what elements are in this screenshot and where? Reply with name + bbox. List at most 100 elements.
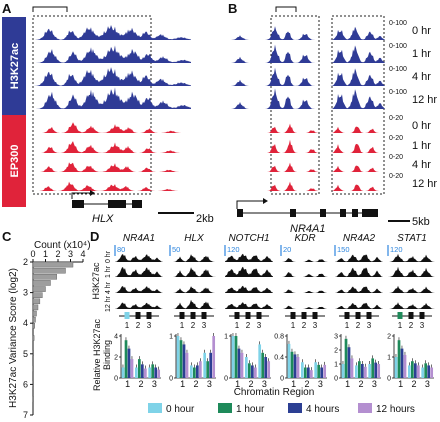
panel-c-bar [32,310,37,317]
panel-d-track-label: H3K27ac [91,262,101,300]
panel-d-region-label: 2 [356,321,361,330]
nr4a1-exon-2 [290,209,296,217]
panel-d-bar [355,365,358,378]
panel-d-bar [176,336,180,378]
panel-a-h3k27ac-track [31,87,191,109]
panel-d-region-label: 2 [136,321,141,330]
panel-d-bar-y-tick-label: 1 [224,334,228,341]
panel-d-bar [182,344,186,378]
panel-d-region-label: 2 [302,321,307,330]
panel-d-region-label: 2 [246,321,251,330]
panel-a-ep300-track [31,181,191,191]
panel-d-bar [245,357,248,378]
panel-d-h3k27ac-track [170,299,218,309]
panel-d-h3k27ac-track [225,266,273,277]
panel-d-bar [374,362,378,378]
panel-d-scale-value: 80 [117,245,125,254]
panel-d-h3k27ac-track [335,302,383,309]
hlx-exon-3 [132,200,142,208]
panel-d-bar [135,367,138,378]
panel-d-region-box [366,312,372,319]
panel-d-bar [403,354,407,378]
panel-d-region-label: 3 [202,321,207,330]
panel-c-bar [32,381,34,387]
panel-b-h3k27ac-track [230,44,385,63]
panel-d-bar-y-tick-label: 4 [114,334,118,341]
panel-d-h3k27ac-track [170,286,218,293]
panel-d-bar [234,336,238,378]
panel-c-x-tick-label: 1 [43,249,48,259]
panel-d-bar [424,363,428,378]
panel-d-bar [358,361,361,378]
panel-d-bar [121,367,125,378]
hlx-tss-arrowhead [90,190,95,196]
panel-d-bar [212,336,216,378]
panel-d-bar [310,370,313,378]
panel-b-dashed-box-2 [331,15,385,195]
panel-d-gene-name: NR4A2 [343,233,376,244]
hlx-exon-1 [72,200,84,208]
panel-d-region-box [124,312,130,319]
h3k27ac-label-box [2,17,26,115]
ep300-range-label: 0-20 [389,115,403,122]
panel-d-bar [368,364,372,378]
panel-d-scale-value: 120 [227,245,240,254]
panel-d-h3k27ac-track [281,258,329,262]
legend-label: 12 hours [376,404,415,415]
panel-d-region-label: 1 [180,321,185,330]
panel-d-h3k27ac-track [388,302,436,309]
panel-c-x-tick-label: 4 [80,249,85,259]
panel-d-bar-y-tick-label: 2 [114,355,118,362]
panel-d-bar [157,369,161,378]
legend-label: 4 hours [306,404,339,415]
panel-d-bar [258,344,262,378]
panel-d-bar-y-tick-label: 3 [334,334,338,341]
panel-d-bar [203,352,207,378]
panel-d-bar-x-tick-label: 3 [372,379,377,389]
panel-d-h3k27ac-track [281,289,329,293]
panel-c-bar [32,316,36,323]
panel-d-region-label: 1 [345,321,350,330]
panel-d-bar-x-tick-label: 1 [398,379,403,389]
panel-d-h3k27ac-track [115,267,163,277]
panel-d-bar [199,361,202,378]
panel-d-bar-x-tick-label: 3 [207,379,212,389]
panel-b-bracket [275,6,297,12]
panel-d-bar [377,364,381,378]
panel-d-region-label: 1 [398,321,403,330]
panel-d-bar [430,367,434,378]
panel-b-dashed-box-1 [270,15,320,195]
panel-d-region-box [146,312,152,319]
panel-d-bar [323,364,327,378]
ep300-range-label: 0-20 [389,135,403,142]
panel-d-bar [237,348,241,378]
panel-d-h3k27ac-track [281,305,329,309]
panel-b-ep300-track [230,139,385,153]
ep300-range-label: 0-20 [389,154,403,161]
timepoint-label: 4 hr [412,159,431,171]
panel-d-region-label: 2 [191,321,196,330]
panel-d-bar-x-tick-label: 1 [125,379,130,389]
panel-d-h3k27ac-track [170,267,218,277]
panel-d-bar-x-tick-label: 2 [138,379,143,389]
timepoint-label: 1 hr [412,140,431,152]
panel-c-bar [32,350,34,357]
panel-d-bar [361,364,364,378]
nr4a1-exon-3 [320,209,326,217]
hlx-gene-model [71,190,142,208]
panel-c-bar [32,298,41,305]
panel-d-gene-name: STAT1 [397,233,427,244]
panel-d-bar [151,364,155,378]
panel-b-scale-label: 5kb [412,216,430,228]
panel-d-bar [267,361,271,378]
panel-d-h3k27ac-track [335,267,383,277]
panel-d-h3k27ac-track [335,254,383,262]
panel-d-bar [350,358,354,378]
timepoint-label: 4 hr [412,71,431,83]
panel-d-bar-y-tick-label: 2 [334,348,338,355]
panel-d-letter: D [90,229,99,244]
panel-a-h3k27ac-track [31,25,191,40]
panel-d-bar [320,367,324,378]
panel-c-bar [32,292,43,298]
legend-label: 1 hour [236,404,265,415]
